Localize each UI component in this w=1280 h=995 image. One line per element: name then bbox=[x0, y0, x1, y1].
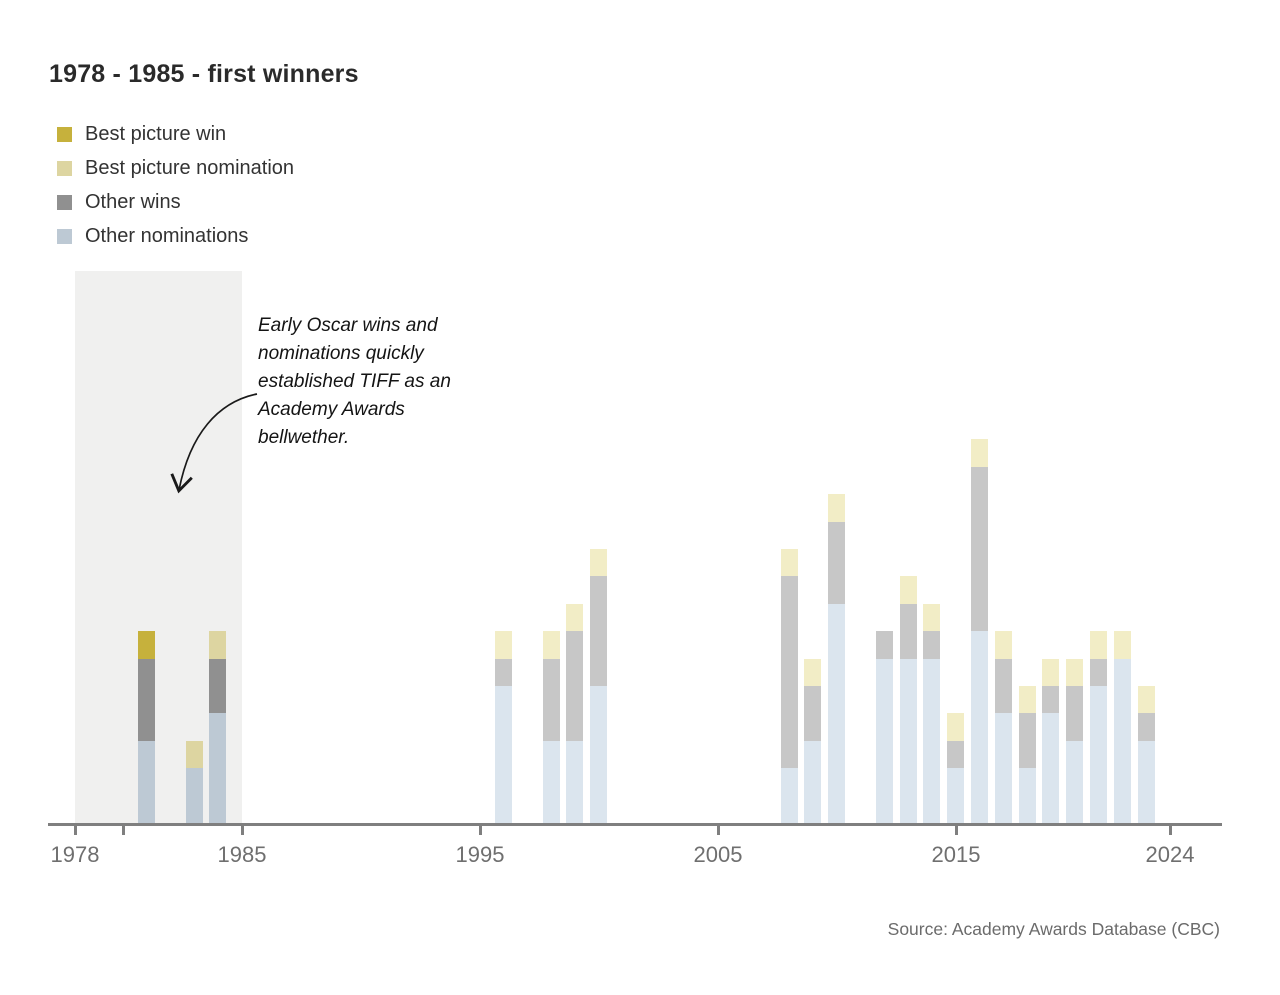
x-axis-label-1978: 1978 bbox=[50, 842, 100, 867]
x-axis-line bbox=[48, 823, 1222, 826]
annotation-text: Early Oscar wins and nominations quickly… bbox=[258, 315, 451, 448]
bar-2010-segment-other-wins bbox=[828, 522, 845, 604]
bar-2010-segment-other-nominations bbox=[828, 604, 845, 823]
bar-1981-segment-best-picture-win bbox=[138, 631, 155, 659]
legend-swatch-best-picture-nomination-icon bbox=[57, 161, 72, 176]
annotation-arrow-icon bbox=[170, 393, 258, 494]
legend-swatch-other-nominations-icon bbox=[57, 229, 72, 244]
bar-2016-segment-other-wins bbox=[971, 467, 988, 631]
bar-2000-segment-other-wins bbox=[590, 576, 607, 686]
legend-item-other-nominations: Other nominations bbox=[57, 224, 294, 249]
bar-1981-segment-other-wins bbox=[138, 659, 155, 741]
bar-2016-segment-other-nominations bbox=[971, 631, 988, 823]
bar-2018-segment-other-nominations bbox=[1019, 768, 1036, 823]
bar-2014-segment-other-wins bbox=[923, 631, 940, 659]
bar-1984-segment-other-nominations bbox=[209, 713, 226, 823]
bar-2022-segment-other-nominations bbox=[1114, 659, 1131, 823]
bar-1983-segment-other-nominations bbox=[186, 768, 203, 823]
bar-2019-segment-other-wins bbox=[1042, 686, 1059, 713]
x-axis-label-2024: 2024 bbox=[1145, 842, 1195, 867]
bar-2023-segment-other-wins bbox=[1138, 713, 1155, 741]
bar-2018-segment-best-picture-nomination bbox=[1019, 686, 1036, 713]
bar-1998-segment-other-wins bbox=[543, 659, 560, 741]
bar-2022-segment-best-picture-nomination bbox=[1114, 631, 1131, 659]
bar-2018-segment-other-wins bbox=[1019, 713, 1036, 768]
x-axis-label-2015: 2015 bbox=[931, 842, 981, 867]
bar-2008-segment-other-nominations bbox=[781, 768, 798, 823]
bar-1996-segment-other-wins bbox=[495, 659, 512, 686]
bar-2019-segment-other-nominations bbox=[1042, 713, 1059, 823]
bar-1996-segment-other-nominations bbox=[495, 686, 512, 823]
legend-label-best-picture-win: Best picture win bbox=[85, 123, 227, 145]
bar-2013-segment-other-nominations bbox=[900, 659, 917, 823]
bar-2015-segment-other-nominations bbox=[947, 768, 964, 823]
legend-label-other-wins: Other wins bbox=[85, 191, 181, 213]
bar-1999-segment-other-nominations bbox=[566, 741, 583, 823]
legend-item-best-picture-win: Best picture win bbox=[57, 122, 294, 147]
bar-1998-segment-best-picture-nomination bbox=[543, 631, 560, 659]
bar-2008-segment-best-picture-nomination bbox=[781, 549, 798, 576]
x-axis-tick-2015 bbox=[955, 826, 958, 835]
bar-2009-segment-best-picture-nomination bbox=[804, 659, 821, 686]
x-axis-tick-1985 bbox=[241, 826, 244, 835]
bar-1984-segment-best-picture-nomination bbox=[209, 631, 226, 659]
bar-2012-segment-other-wins bbox=[876, 631, 893, 659]
bar-2019-segment-best-picture-nomination bbox=[1042, 659, 1059, 686]
legend-swatch-best-picture-win-icon bbox=[57, 127, 72, 142]
bar-2009-segment-other-wins bbox=[804, 686, 821, 741]
bar-2017-segment-other-wins bbox=[995, 659, 1012, 713]
bar-2010-segment-best-picture-nomination bbox=[828, 494, 845, 522]
bar-2021-segment-other-nominations bbox=[1090, 686, 1107, 823]
bar-2021-segment-other-wins bbox=[1090, 659, 1107, 686]
x-axis-tick-2005 bbox=[717, 826, 720, 835]
bar-1983-segment-best-picture-nomination bbox=[186, 741, 203, 768]
bar-2020-segment-other-nominations bbox=[1066, 741, 1083, 823]
x-axis-tick-1978 bbox=[74, 826, 77, 835]
bar-2013-segment-other-wins bbox=[900, 604, 917, 659]
bar-2009-segment-other-nominations bbox=[804, 741, 821, 823]
bar-2023-segment-best-picture-nomination bbox=[1138, 686, 1155, 713]
legend-label-best-picture-nomination: Best picture nomination bbox=[85, 157, 295, 179]
bar-2015-segment-other-wins bbox=[947, 741, 964, 768]
x-axis-label-1985: 1985 bbox=[217, 842, 267, 867]
bar-2014-segment-other-nominations bbox=[923, 659, 940, 823]
source-attribution: Source: Academy Awards Database (CBC) bbox=[887, 919, 1220, 939]
bar-2012-segment-other-nominations bbox=[876, 659, 893, 823]
x-axis-tick-1995 bbox=[479, 826, 482, 835]
x-axis-tick-1980 bbox=[122, 826, 125, 835]
x-axis-tick-2024 bbox=[1169, 826, 1172, 835]
bar-2000-segment-best-picture-nomination bbox=[590, 549, 607, 576]
bar-2017-segment-other-nominations bbox=[995, 713, 1012, 823]
x-axis-label-1995: 1995 bbox=[455, 842, 505, 867]
bar-2014-segment-best-picture-nomination bbox=[923, 604, 940, 631]
chart-title: 1978 - 1985 - first winners bbox=[49, 60, 359, 88]
bar-1999-segment-other-wins bbox=[566, 631, 583, 741]
legend: Best picture win Best picture nomination… bbox=[57, 122, 294, 249]
bar-2020-segment-other-wins bbox=[1066, 686, 1083, 741]
legend-item-other-wins: Other wins bbox=[57, 190, 294, 215]
bar-2016-segment-best-picture-nomination bbox=[971, 439, 988, 467]
legend-swatch-other-wins-icon bbox=[57, 195, 72, 210]
bar-1981-segment-other-nominations bbox=[138, 741, 155, 823]
bar-2008-segment-other-wins bbox=[781, 576, 798, 768]
bar-2021-segment-best-picture-nomination bbox=[1090, 631, 1107, 659]
bar-2000-segment-other-nominations bbox=[590, 686, 607, 823]
legend-item-best-picture-nomination: Best picture nomination bbox=[57, 156, 294, 181]
bar-1984-segment-other-wins bbox=[209, 659, 226, 713]
bar-2023-segment-other-nominations bbox=[1138, 741, 1155, 823]
bar-2017-segment-best-picture-nomination bbox=[995, 631, 1012, 659]
bar-1996-segment-best-picture-nomination bbox=[495, 631, 512, 659]
bar-2015-segment-best-picture-nomination bbox=[947, 713, 964, 741]
x-axis-label-2005: 2005 bbox=[693, 842, 743, 867]
bar-2013-segment-best-picture-nomination bbox=[900, 576, 917, 604]
bar-2020-segment-best-picture-nomination bbox=[1066, 659, 1083, 686]
legend-label-other-nominations: Other nominations bbox=[85, 225, 249, 247]
bar-1998-segment-other-nominations bbox=[543, 741, 560, 823]
bar-1999-segment-best-picture-nomination bbox=[566, 604, 583, 631]
